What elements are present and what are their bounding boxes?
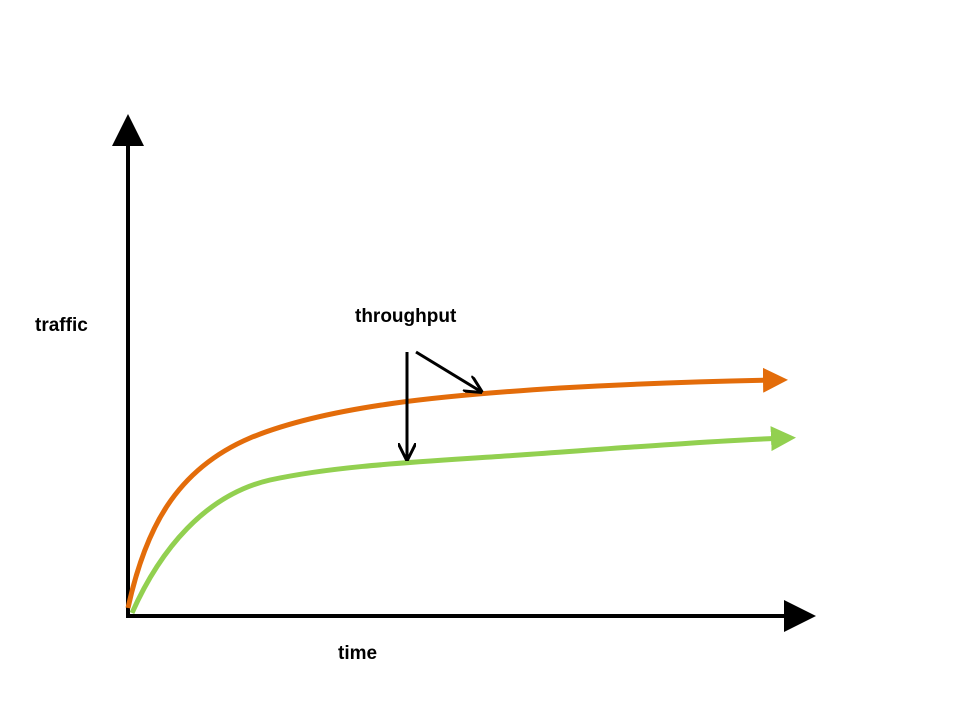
x-axis-label: time — [338, 643, 377, 664]
annotation-arrow — [415, 350, 480, 391]
traffic-curve — [125, 367, 788, 609]
y-axis-label: traffic — [35, 315, 88, 336]
throughput-curve — [129, 426, 796, 615]
annotation-label: throughput — [355, 306, 457, 327]
